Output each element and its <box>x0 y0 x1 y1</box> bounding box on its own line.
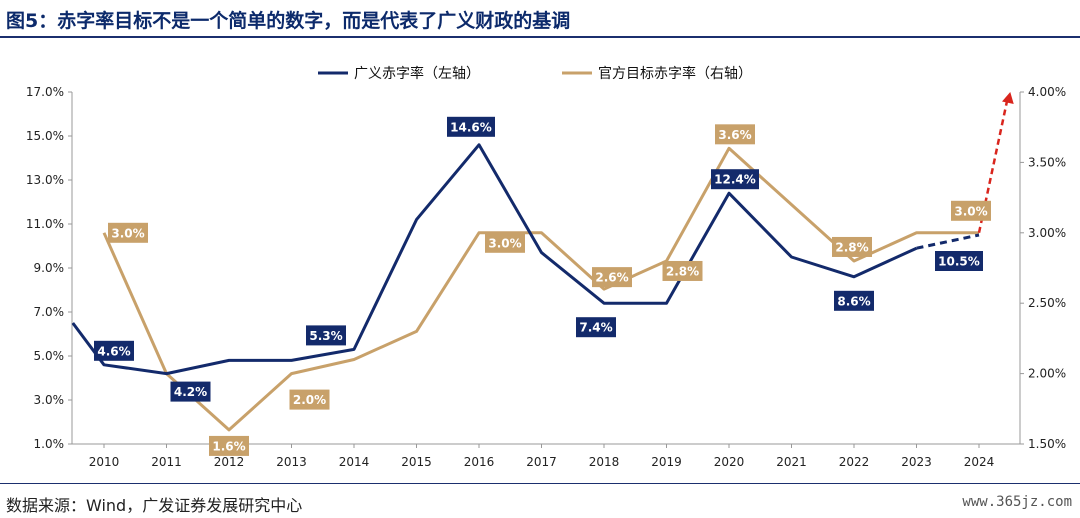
data-label-broad-deficit-text: 12.4% <box>714 173 756 187</box>
data-label-official-target-box <box>108 222 148 243</box>
data-label-broad-deficit-text: 5.3% <box>309 329 342 343</box>
data-label-official-target-text: 3.0% <box>954 204 987 218</box>
projection-arrowhead <box>1002 92 1014 105</box>
chart: 1.0% 3.0% 5.0% 7.0% 9.0% 11.0% 13.0% 15.0% 17.0%… <box>26 65 1066 469</box>
y-left-tick-label: 11.0% <box>26 217 64 231</box>
data-label-broad-deficit-text: 8.6% <box>837 294 870 308</box>
data-label-broad-deficit-box <box>935 251 983 271</box>
data-label-official-target-text: 2.8% <box>666 264 699 278</box>
data-label-official-target-box <box>832 236 872 257</box>
data-label-official-target: 3.0% <box>951 200 991 221</box>
legend: 广义赤字率（左轴） 官方目标赤字率（右轴） <box>318 65 752 82</box>
x-tick-label: 2015 <box>401 455 432 469</box>
data-label-official-target-box <box>485 232 525 253</box>
data-label-official-target: 2.8% <box>832 236 872 257</box>
data-label-broad-deficit-text: 4.2% <box>174 385 207 399</box>
axes: 1.0% 3.0% 5.0% 7.0% 9.0% 11.0% 13.0% 15.0% 17.0%… <box>26 85 1066 469</box>
data-label-official-target: 2.0% <box>289 389 330 410</box>
data-label-official-target: 2.8% <box>662 260 703 281</box>
data-label-official-target: 3.0% <box>108 222 148 243</box>
data-label-broad-deficit: 12.4% <box>711 169 759 190</box>
data-label-official-target-text: 3.0% <box>111 226 144 240</box>
x-tick-label: 2013 <box>276 455 307 469</box>
data-label-official-target-box <box>662 260 703 281</box>
chart-title: 图5：赤字率目标不是一个简单的数字，而是代表了广义财政的基调 <box>6 10 571 32</box>
legend-label-official-target: 官方目标赤字率（右轴） <box>598 65 752 82</box>
data-label-broad-deficit-box <box>94 340 134 361</box>
y-right-tick-label: 4.00% <box>1028 85 1066 99</box>
y-right-tick-label: 3.00% <box>1028 226 1066 240</box>
data-label-official-target-box <box>715 124 755 145</box>
data-label-official-target-box <box>592 267 632 288</box>
x-tick-label: 2011 <box>151 455 182 469</box>
y-left-tick-label: 15.0% <box>26 129 64 143</box>
data-label-broad-deficit-box <box>711 169 759 190</box>
y-left-tick-label: 13.0% <box>26 173 64 187</box>
y-right-tick-label: 3.50% <box>1028 155 1066 169</box>
data-label-broad-deficit: 4.2% <box>170 381 211 402</box>
x-tick-label: 2021 <box>776 455 807 469</box>
data-label-official-target-box <box>951 200 991 221</box>
x-tick-label: 2018 <box>589 455 620 469</box>
y-right-tick-label: 2.00% <box>1028 367 1066 381</box>
data-label-official-target-text: 2.6% <box>595 271 628 285</box>
x-tick-label: 2014 <box>339 455 370 469</box>
data-label-broad-deficit-box <box>834 290 874 311</box>
x-tick-label: 2012 <box>214 455 245 469</box>
data-label-broad-deficit-text: 4.6% <box>97 344 130 358</box>
y-left-tick-label: 3.0% <box>34 393 65 407</box>
data-label-broad-deficit: 7.4% <box>576 317 616 338</box>
x-tick-label: 2023 <box>901 455 932 469</box>
x-tick-label: 2024 <box>964 455 995 469</box>
series-line-official-target <box>102 146 979 432</box>
data-label-broad-deficit: 14.6% <box>447 116 495 137</box>
data-label-official-target-text: 1.6% <box>212 439 245 453</box>
data-label-official-target-text: 3.0% <box>488 236 521 250</box>
data-labels: 4.6% 4.2% 5.3% 14.6% 7.4% 12.4% 8.6% 10.5% 3.0% 1… <box>94 116 991 456</box>
data-label-broad-deficit-box <box>306 325 346 346</box>
y-left-tick-label: 5.0% <box>34 349 65 363</box>
data-label-broad-deficit-text: 10.5% <box>938 255 980 269</box>
data-label-broad-deficit: 8.6% <box>834 290 874 311</box>
title-divider <box>0 36 1080 38</box>
data-label-broad-deficit-box <box>576 317 616 338</box>
data-label-official-target-text: 2.0% <box>293 393 326 407</box>
y-right-tick-label: 2.50% <box>1028 296 1066 310</box>
data-label-official-target: 2.6% <box>592 267 632 288</box>
data-label-broad-deficit: 5.3% <box>306 325 346 346</box>
data-label-broad-deficit-box <box>170 381 211 402</box>
y-left-tick-label: 7.0% <box>34 305 65 319</box>
data-label-official-target-text: 2.8% <box>835 240 868 254</box>
watermark: www.365jz.com <box>962 494 1072 510</box>
footer-divider <box>0 483 1080 484</box>
data-label-broad-deficit: 4.6% <box>94 340 134 361</box>
legend-label-broad-deficit: 广义赤字率（左轴） <box>354 65 480 82</box>
x-tick-label: 2016 <box>464 455 495 469</box>
data-label-official-target-box <box>209 435 249 456</box>
y-right-tick-label: 1.50% <box>1028 437 1066 451</box>
y-left-tick-label: 17.0% <box>26 85 64 99</box>
data-label-broad-deficit: 10.5% <box>935 251 983 271</box>
x-tick-label: 2019 <box>651 455 682 469</box>
data-label-official-target-text: 3.6% <box>718 128 751 142</box>
data-label-official-target: 1.6% <box>209 435 249 456</box>
data-label-official-target-box <box>289 389 330 410</box>
y-left-tick-label: 9.0% <box>34 261 65 275</box>
data-label-official-target: 3.6% <box>715 124 755 145</box>
data-label-official-target: 3.0% <box>485 232 525 253</box>
series-line-broad-deficit <box>71 143 918 376</box>
series-line-broad-deficit-forecast <box>916 233 980 250</box>
x-tick-label: 2022 <box>839 455 870 469</box>
x-tick-label: 2010 <box>89 455 120 469</box>
data-label-broad-deficit-text: 7.4% <box>579 321 612 335</box>
source-note: 数据来源：Wind，广发证券发展研究中心 <box>6 496 303 515</box>
data-label-broad-deficit-text: 14.6% <box>450 120 492 134</box>
series-lines <box>71 92 1014 432</box>
y-left-tick-label: 1.0% <box>34 437 65 451</box>
x-tick-label: 2020 <box>714 455 745 469</box>
data-label-broad-deficit-box <box>447 116 495 137</box>
x-tick-label: 2017 <box>526 455 557 469</box>
